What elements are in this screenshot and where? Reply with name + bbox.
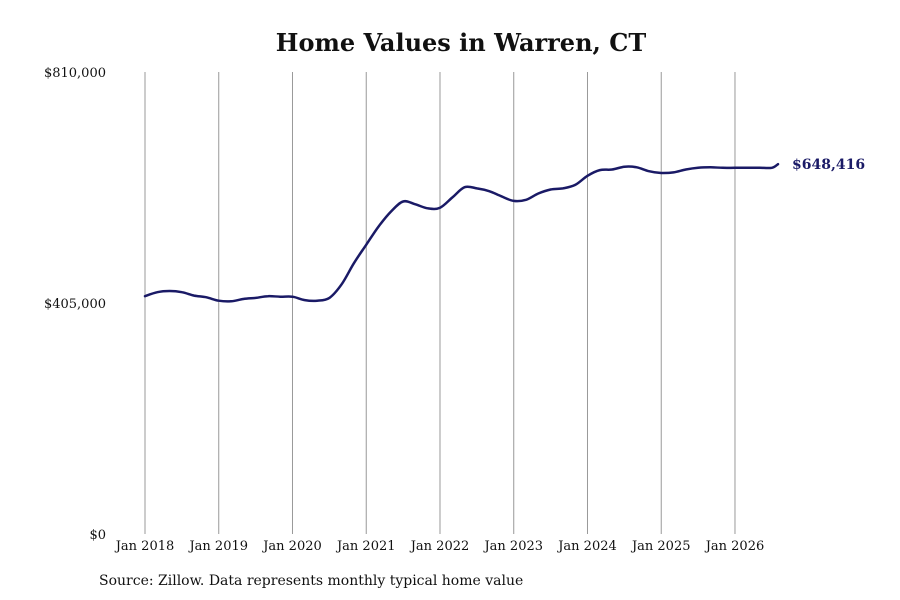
y-tick-label: $0 (89, 528, 106, 543)
x-tick-label: Jan 2018 (114, 539, 175, 554)
x-tick-label: Jan 2021 (335, 539, 396, 554)
y-tick-label: $810,000 (44, 66, 106, 81)
x-axis: Jan 2018 Jan 2019 Jan 2020 Jan 2021 Jan 2022… (114, 539, 765, 554)
x-tick-label: Jan 2022 (409, 539, 470, 554)
x-tick-label: Jan 2024 (556, 539, 617, 554)
source-note: Source: Zillow. Data represents monthly … (99, 573, 524, 589)
home-value-line (143, 162, 780, 303)
x-tick-label: Jan 2020 (261, 539, 322, 554)
x-tick-label: Jan 2025 (630, 539, 691, 554)
x-tick-label: Jan 2026 (704, 539, 765, 554)
gridlines (144, 72, 736, 534)
data-labels: $648,416 (792, 157, 865, 173)
y-axis: $0 $405,000 $810,000 (44, 66, 106, 543)
series-layer (143, 162, 780, 303)
chart-title: Home Values in Warren, CT (275, 28, 647, 57)
end-value-label: $648,416 (792, 157, 865, 173)
y-tick-label: $405,000 (44, 297, 106, 312)
x-tick-label: Jan 2023 (482, 539, 543, 554)
x-tick-label: Jan 2019 (187, 539, 248, 554)
